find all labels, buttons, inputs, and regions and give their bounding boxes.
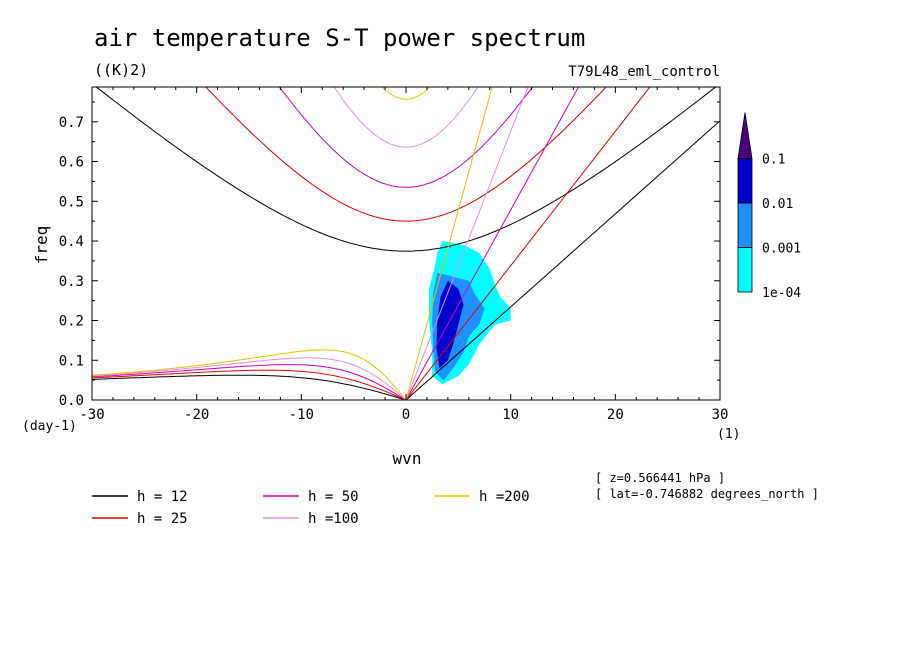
colorbar-box-2 (737, 158, 753, 204)
plot-area: -30 -20 -10 0 10 20 30 0.0 0.1 0.2 0.3 0.4 0.5 0.6 0.7 (59, 86, 729, 423)
curve-50-1 (278, 87, 534, 188)
colorbar-box-0 (737, 247, 753, 293)
x-tick-label: 20 (607, 407, 624, 423)
curve-200-2 (92, 349, 407, 400)
legend-label: h = 12 (137, 489, 188, 505)
colorbar-extend-arrow (737, 112, 753, 159)
colorbar-label: 0.001 (762, 242, 801, 257)
curve-25-2 (92, 369, 407, 400)
curve-200-1 (381, 87, 431, 100)
curve-12-0 (405, 120, 720, 400)
chart-title: air temperature S-T power spectrum (94, 24, 585, 52)
curve-50-0 (405, 87, 579, 400)
y-unit-label: (day-1) (22, 419, 77, 434)
y-tick-label: 0.2 (59, 314, 84, 330)
power-region-2 (436, 280, 464, 369)
curve-100-0 (405, 87, 529, 400)
curve-25-1 (205, 87, 607, 222)
y-tick-label: 0.0 (59, 393, 84, 409)
y-tick-label: 0.7 (59, 115, 84, 131)
x-tick-label: 0 (402, 407, 410, 423)
legend-label: h =100 (308, 511, 359, 527)
x-tick-label: 10 (502, 407, 519, 423)
y-tick-label: 0.1 (59, 353, 84, 369)
curve-25-0 (405, 87, 651, 400)
y-tick-label: 0.5 (59, 194, 84, 210)
curve-12-1 (95, 87, 717, 252)
curve-12-2 (92, 374, 407, 400)
curve-100-1 (333, 87, 479, 148)
plot-contents (92, 87, 720, 400)
y-tick-label: 0.4 (59, 234, 84, 250)
colorbar-box-1 (737, 202, 753, 248)
x-unit-label: (1) (717, 427, 740, 442)
x-tick-label: -30 (79, 407, 104, 423)
x-tick-label: 30 (712, 407, 729, 423)
legend: h = 12 h = 25 h = 50 h =100 h =200 (92, 489, 530, 527)
legend-label: h = 50 (308, 489, 359, 505)
colorbar-label: 0.1 (762, 153, 785, 168)
chart-units: ((K)2) (94, 61, 148, 79)
y-tick-label: 0.3 (59, 274, 84, 290)
plot-frame (91, 86, 721, 401)
legend-label: h =200 (479, 489, 530, 505)
curve-200-0 (405, 87, 493, 400)
colorbar-label: 0.01 (762, 197, 793, 212)
colorbar: 1e-04 0.001 0.01 0.1 (737, 112, 801, 301)
x-axis-label: wvn (393, 449, 422, 468)
legend-label: h = 25 (137, 511, 188, 527)
y-axis-label: freq (32, 226, 51, 265)
run-name: T79L48_eml_control (568, 64, 720, 80)
y-tick-label: 0.6 (59, 155, 84, 171)
z-annotation: [ z=0.566441 hPa ] (595, 471, 725, 485)
curve-50-2 (92, 364, 407, 400)
x-tick-label: -20 (184, 407, 209, 423)
curve-100-2 (92, 357, 407, 400)
colorbar-label: 1e-04 (762, 286, 801, 301)
lat-annotation: [ lat=-0.746882 degrees_north ] (595, 487, 819, 501)
x-tick-label: -10 (289, 407, 314, 423)
